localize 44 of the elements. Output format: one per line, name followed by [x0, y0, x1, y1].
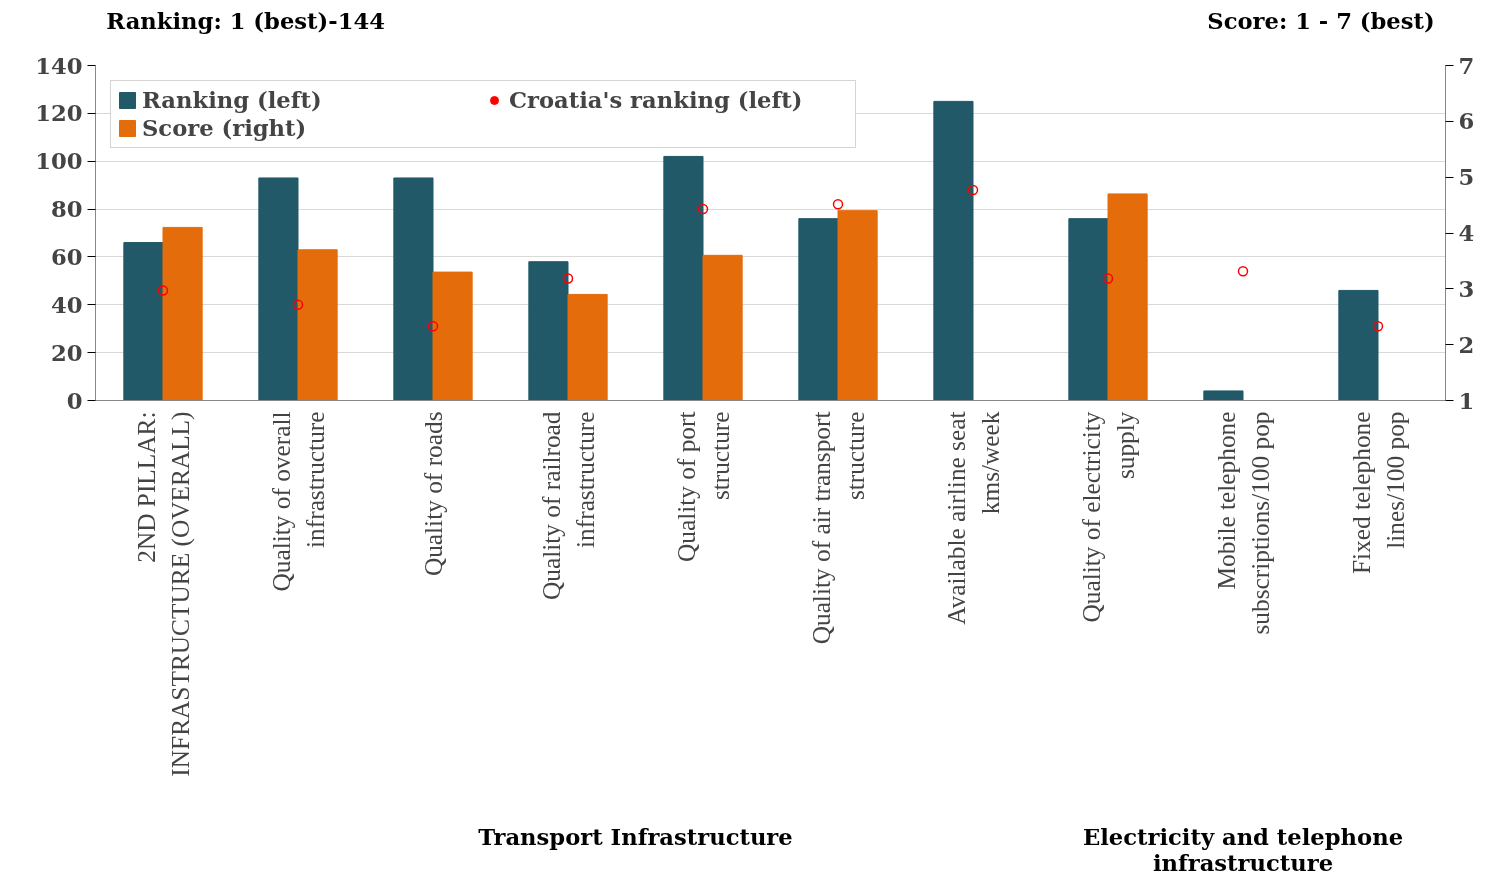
- y2-tick-label: 1: [1458, 387, 1475, 414]
- x-tick-label: Quality of port structure: [672, 411, 734, 563]
- y2-tick-label: 4: [1458, 220, 1475, 246]
- bar: [933, 100, 974, 401]
- legend-label: Croatia's ranking (left): [509, 87, 804, 113]
- point: [427, 321, 439, 332]
- bar: [1203, 390, 1244, 401]
- y-tick-label: 140: [35, 52, 83, 79]
- x-tick-label: Fixed telephone lines/100 pop: [1347, 411, 1409, 574]
- y-axis-title: Ranking: 1 (best)-144: [106, 7, 385, 34]
- point: [292, 299, 304, 311]
- y2-tick-label: 5: [1458, 164, 1475, 191]
- y-tick-label: 80: [50, 196, 83, 223]
- x-tick-label: 2ND PILLAR: INFRASTRUCTURE (OVERALL): [132, 411, 195, 777]
- y2-axis-title: Score: 1 - 7 (best): [1207, 7, 1435, 34]
- y-tick-label: 40: [50, 291, 83, 318]
- x-tick-label: Quality of roads: [419, 411, 447, 577]
- y2-tick-label: 6: [1458, 108, 1475, 135]
- y-tick-label: 60: [50, 243, 83, 270]
- y2-tick-label: 2: [1458, 331, 1475, 358]
- point: [1102, 273, 1114, 284]
- y-tick-label: 0: [66, 387, 83, 414]
- y-tick-label: 20: [50, 339, 83, 366]
- point: [832, 199, 844, 210]
- point: [967, 184, 979, 196]
- point: [157, 285, 169, 296]
- y-tick-label: 120: [35, 100, 83, 127]
- legend-label: Ranking (left): [142, 87, 323, 113]
- text: Transport Infrastructure: [478, 823, 793, 850]
- point: [1237, 266, 1249, 277]
- text: Electricity and telephone infrastructure: [1082, 823, 1404, 876]
- x-tick-label: Mobile telephone subscriptions/100 pop: [1212, 411, 1274, 635]
- x-tick-label: Quality of electricity supply: [1077, 411, 1139, 623]
- point: [562, 273, 574, 284]
- x-tick-label: Quality of overall infrastructure: [267, 411, 329, 592]
- y-tick-label: 100: [35, 148, 83, 175]
- y2-tick-label: 7: [1458, 52, 1475, 79]
- point: [697, 203, 709, 215]
- y2-tick-label: 3: [1458, 275, 1475, 302]
- legend-label: Score (right): [142, 115, 308, 141]
- bar: [1338, 289, 1379, 401]
- x-tick-label: Quality of railroad infrastructure: [537, 411, 599, 600]
- point: [1372, 321, 1384, 332]
- x-tick-label: Quality of air transport structure: [807, 411, 869, 645]
